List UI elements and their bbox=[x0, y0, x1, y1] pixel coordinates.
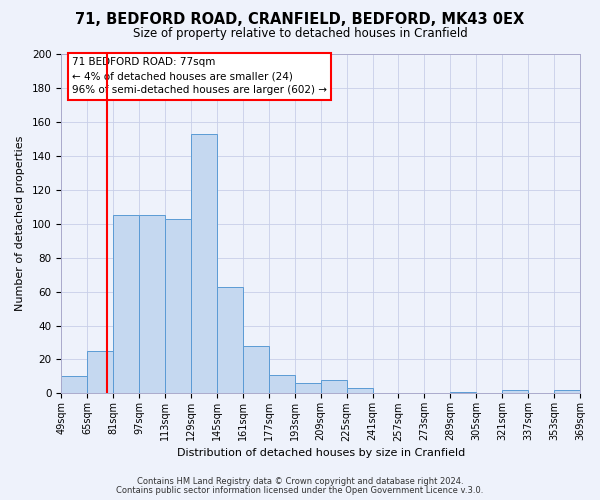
Bar bbox=[269, 374, 295, 394]
Bar bbox=[165, 218, 191, 394]
Bar bbox=[88, 351, 113, 394]
Bar bbox=[191, 134, 217, 394]
Bar bbox=[502, 390, 528, 394]
Text: Size of property relative to detached houses in Cranfield: Size of property relative to detached ho… bbox=[133, 28, 467, 40]
Text: 71, BEDFORD ROAD, CRANFIELD, BEDFORD, MK43 0EX: 71, BEDFORD ROAD, CRANFIELD, BEDFORD, MK… bbox=[76, 12, 524, 28]
Bar bbox=[217, 286, 243, 394]
Bar bbox=[243, 346, 269, 394]
Bar bbox=[139, 215, 165, 394]
Bar bbox=[61, 376, 88, 394]
Text: Contains public sector information licensed under the Open Government Licence v.: Contains public sector information licen… bbox=[116, 486, 484, 495]
Bar bbox=[295, 383, 321, 394]
Bar bbox=[554, 390, 580, 394]
Bar bbox=[451, 392, 476, 394]
X-axis label: Distribution of detached houses by size in Cranfield: Distribution of detached houses by size … bbox=[176, 448, 465, 458]
Bar bbox=[113, 215, 139, 394]
Bar bbox=[347, 388, 373, 394]
Y-axis label: Number of detached properties: Number of detached properties bbox=[15, 136, 25, 312]
Text: Contains HM Land Registry data © Crown copyright and database right 2024.: Contains HM Land Registry data © Crown c… bbox=[137, 478, 463, 486]
Bar bbox=[321, 380, 347, 394]
Text: 71 BEDFORD ROAD: 77sqm
← 4% of detached houses are smaller (24)
96% of semi-deta: 71 BEDFORD ROAD: 77sqm ← 4% of detached … bbox=[72, 58, 327, 96]
